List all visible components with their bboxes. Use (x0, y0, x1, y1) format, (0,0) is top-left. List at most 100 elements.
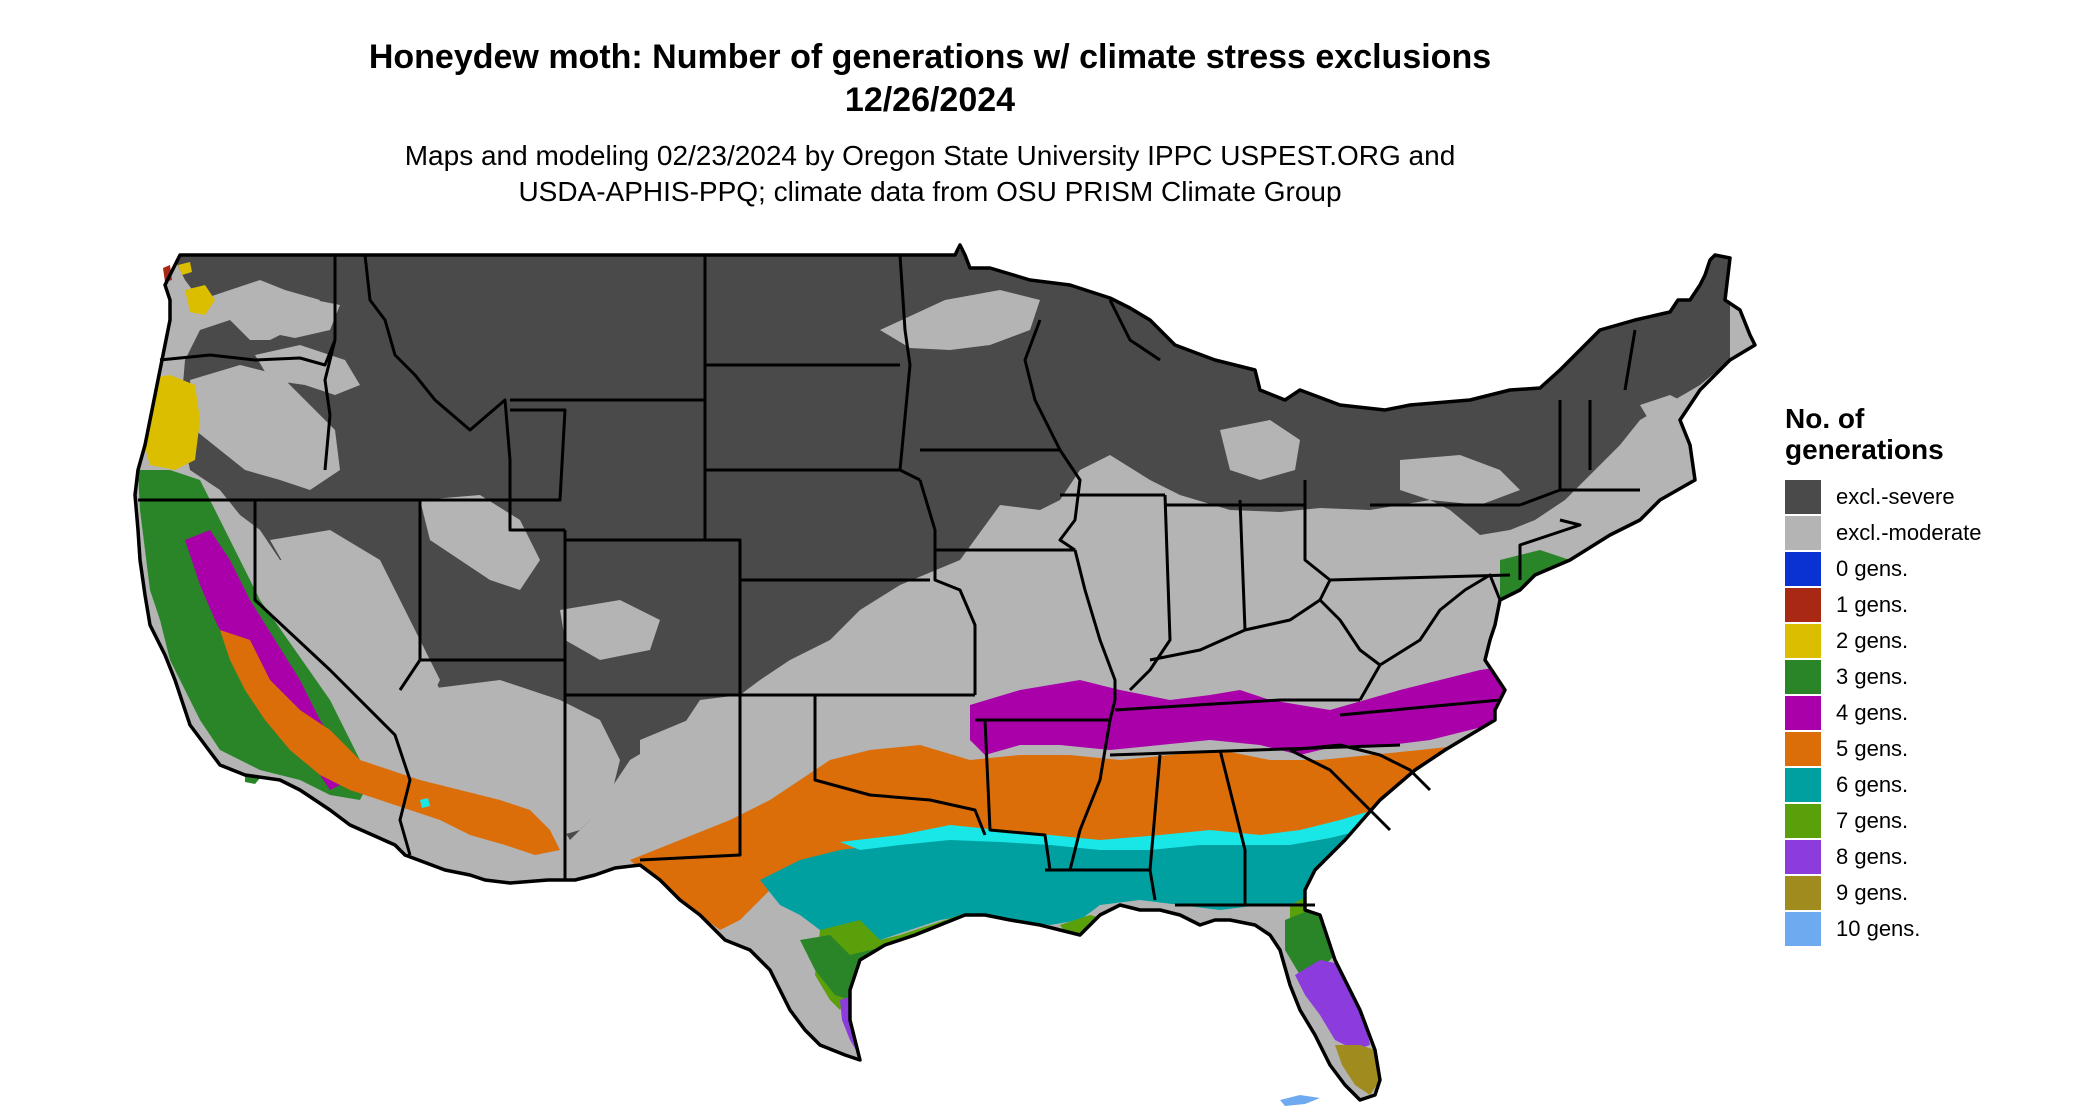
state-boundaries (133, 243, 1757, 1102)
legend-label: 4 gens. (1836, 700, 1909, 725)
legend-label: 9 gens. (1836, 880, 1909, 905)
legend-label: 5 gens. (1836, 736, 1909, 761)
legend-label: 2 gens. (1836, 628, 1909, 653)
legend-swatch (1785, 768, 1821, 802)
border-wy-ut (508, 460, 565, 532)
border-ky-tn (1114, 698, 1360, 712)
border-wa-or (159, 339, 337, 367)
legend-swatch (1785, 840, 1821, 874)
zone-3-gens-mid-atlantic (1500, 550, 1575, 615)
legend-swatch (1785, 624, 1821, 658)
border-oh-pa-wv (1303, 480, 1332, 601)
zone-excl-moderate-newmexico-east (640, 700, 760, 820)
zone-excl-moderate-washington (225, 295, 340, 338)
legend-label: 0 gens. (1836, 556, 1909, 581)
map-credit-line-1: Maps and modeling 02/23/2024 by Oregon S… (404, 140, 1456, 171)
border-ms-al (1148, 754, 1162, 871)
border-ny-ct-nj (1518, 518, 1582, 580)
zone-9-gens-florida (1335, 1045, 1380, 1095)
legend-item: excl.-severe (1785, 479, 2085, 515)
legend-swatch (1785, 732, 1821, 766)
legend-swatch (1785, 660, 1821, 694)
zone-excl-moderate-maine-coast (1640, 395, 1690, 430)
border-ne-ia-mo (918, 479, 977, 695)
zone-excl-moderate-upper-michigan (1220, 420, 1300, 480)
legend-item: 9 gens. (1785, 875, 2085, 911)
zone-cyan-band (840, 798, 1455, 850)
border-ar-ms (1068, 719, 1112, 871)
map-title: Honeydew moth: Number of generations w/ … (368, 38, 1492, 76)
border-ia-il-wi (1058, 449, 1082, 552)
legend-item: 3 gens. (1785, 659, 2085, 695)
map-credit-line-2: USDA-APHIS-PPQ; climate data from OSU PR… (518, 176, 1342, 207)
legend-swatch (1785, 696, 1821, 730)
map-legend: No. of generations excl.-severe excl.-mod… (1785, 403, 2085, 947)
legend-label: excl.-moderate (1836, 520, 1982, 545)
zone-2-gens-north-cascades (185, 285, 215, 315)
legend-swatch (1785, 480, 1821, 514)
legend-label: 8 gens. (1836, 844, 1909, 869)
zone-4-gens-southeast (970, 600, 1570, 755)
legend-item: 7 gens. (1785, 803, 2085, 839)
legend-item: 2 gens. (1785, 623, 2085, 659)
legend-swatch (1785, 804, 1821, 838)
legend-item: excl.-moderate (1785, 515, 2085, 551)
legend-item: 8 gens. (1785, 839, 2085, 875)
zone-10-gens-keys (1280, 1095, 1320, 1106)
legend-item: 5 gens. (1785, 731, 2085, 767)
border-mo-il (1073, 549, 1117, 700)
border-nh-me (1623, 329, 1637, 391)
border-mn-wi (1023, 319, 1062, 451)
border-nc-sc (1289, 743, 1432, 792)
border-nm-tx (639, 695, 742, 862)
legend-label: 7 gens. (1836, 808, 1909, 833)
border-wi-mi (1108, 299, 1161, 362)
border-ga-sc (1289, 748, 1392, 832)
legend-item: 10 gens. (1785, 911, 2085, 947)
border-pa-md (1329, 573, 1511, 582)
border-ar-tx-la (983, 719, 1052, 871)
legend-label: 6 gens. (1836, 772, 1909, 797)
zone-6-gens (760, 810, 1460, 955)
legend-swatch (1785, 912, 1821, 946)
legend-label: 10 gens. (1836, 916, 1921, 941)
legend-label: 1 gens. (1836, 592, 1909, 617)
legend-item: 0 gens. (1785, 551, 2085, 587)
zone-excl-moderate-colorado (560, 600, 660, 660)
us-outline (133, 243, 1757, 1102)
border-in-oh (1238, 499, 1247, 631)
legend-item: 4 gens. (1785, 695, 2085, 731)
legend-item: 1 gens. (1785, 587, 2085, 623)
border-ok-tx (813, 695, 987, 836)
legend-label: 3 gens. (1836, 664, 1909, 689)
legend-item: 6 gens. (1785, 767, 2085, 803)
border-ca-nv-diag (253, 500, 412, 856)
generation-zones (135, 245, 1755, 1100)
border-co-ks-ne (705, 538, 742, 695)
legend-items: excl.-severe excl.-moderate 0 gens. 1 gens.… (1785, 479, 2085, 947)
zone-2-gens-puget-sound (178, 262, 192, 275)
zone-5-gens-southwest (220, 630, 560, 855)
zone-excl-moderate-minnesota (880, 290, 1040, 350)
zone-excl-moderate-oregon (190, 365, 340, 490)
border-or-id (323, 339, 337, 471)
border-id-mt (363, 254, 512, 461)
border-va-wv-md (1379, 573, 1502, 667)
legend-title-line-1: No. of (1785, 403, 1865, 434)
border-id-nv-ut (420, 408, 567, 502)
border-il-in (1128, 494, 1172, 692)
zone-excl-moderate-nevada (270, 530, 440, 700)
border-va-nc (1339, 698, 1501, 717)
legend-title: No. of generations (1785, 403, 2085, 465)
zone-5-gens-south (630, 700, 1560, 930)
zone-excl-moderate-newengland (1400, 455, 1520, 505)
legend-title-line-2: generations (1785, 434, 1944, 465)
legend-swatch (1785, 516, 1821, 550)
legend-label: excl.-severe (1836, 484, 1955, 509)
zone-cyan-flecks-az (420, 798, 430, 808)
map-date: 12/26/2024 (844, 81, 1016, 119)
legend-swatch (1785, 876, 1821, 910)
legend-swatch (1785, 588, 1821, 622)
border-al-ga (1218, 749, 1247, 905)
